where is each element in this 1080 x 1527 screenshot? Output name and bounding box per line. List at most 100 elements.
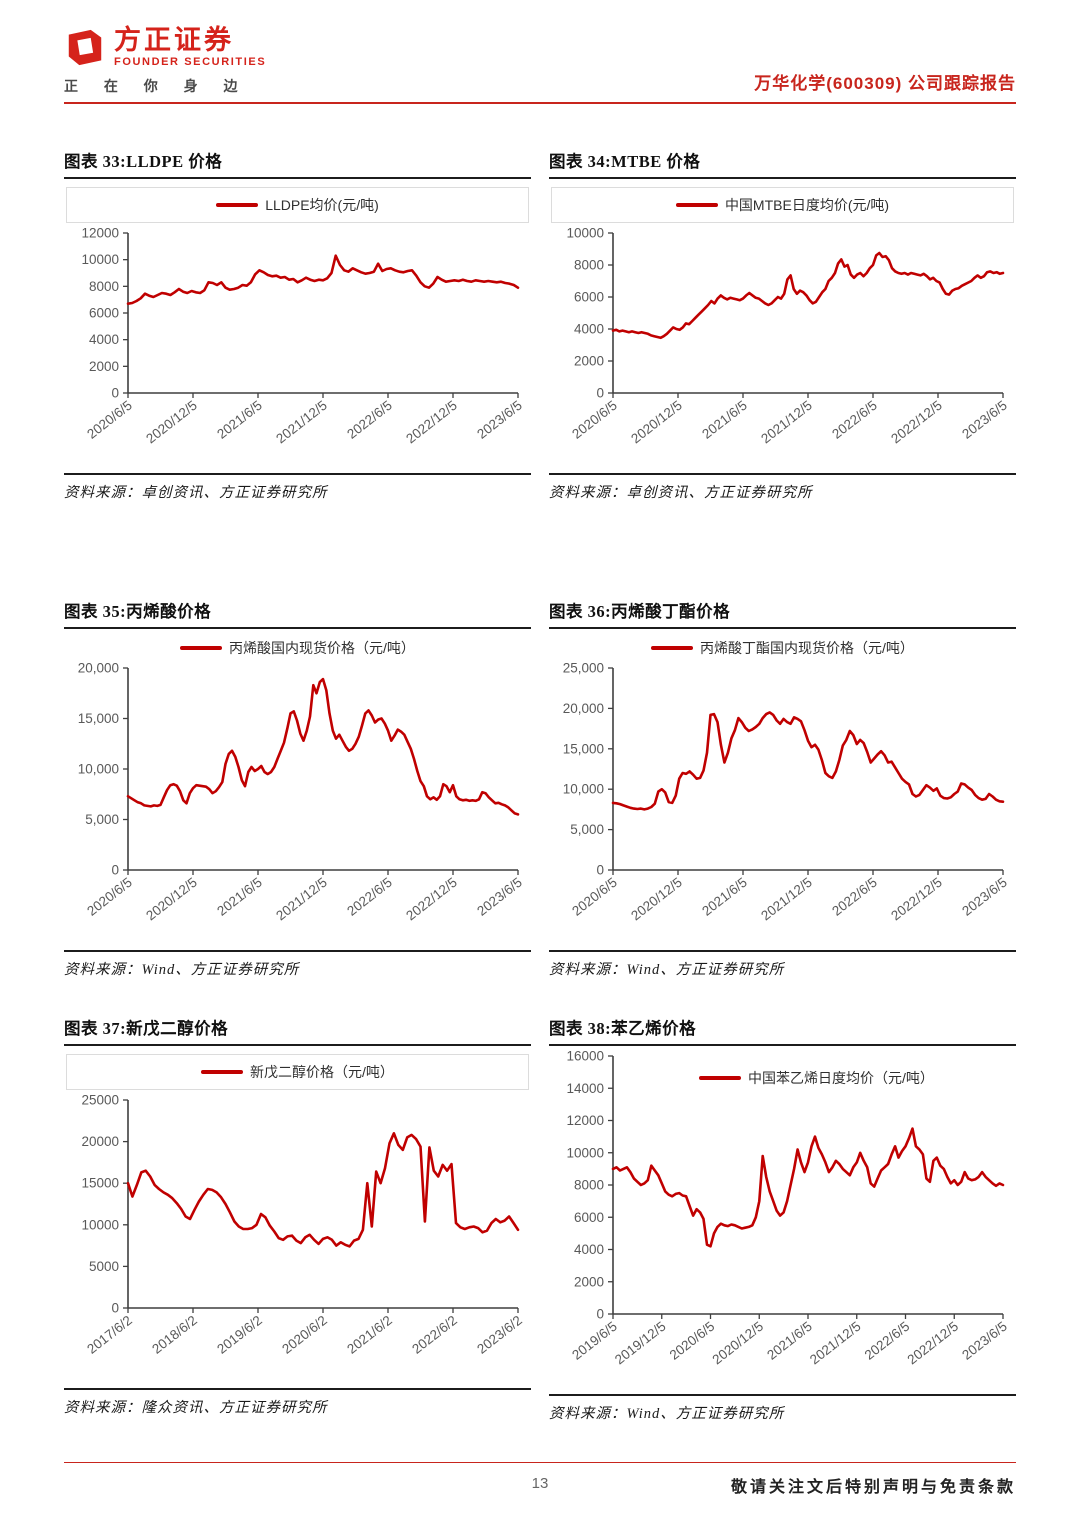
svg-text:2000: 2000: [89, 359, 119, 374]
svg-text:5000: 5000: [89, 1259, 119, 1274]
mtbe-price-line-chart: 0 2000 4000 6000 8000 10000 2020/6/5 2020/12/5 2…: [566, 226, 1010, 447]
figure-title: 图表 37:新戊二醇价格: [64, 1015, 531, 1046]
svg-text:2021/12/5: 2021/12/5: [273, 398, 330, 447]
svg-text:25,000: 25,000: [563, 661, 604, 676]
legend-label: 新戊二醇价格（元/吨）: [250, 1064, 394, 1080]
charts-section: 图表 33:LLDPE 价格 LLDPE均价(元/吨) 0 2000 4000 600…: [64, 148, 1016, 1423]
source-note: 资料来源：Wind、方正证券研究所: [549, 1394, 1016, 1423]
svg-text:2020/6/5: 2020/6/5: [569, 398, 620, 442]
svg-text:25000: 25000: [81, 1093, 119, 1108]
figure-34-mtbe-price: 图表 34:MTBE 价格 中国MTBE日度均价(元/吨) 0 2000 4000 6…: [549, 148, 1016, 502]
svg-text:2022/6/5: 2022/6/5: [829, 875, 880, 919]
brand-block: 方正证券 FOUNDER SECURITIES 正 在 你 身 边: [64, 26, 266, 96]
brand-slogan: 正 在 你 身 边: [64, 78, 249, 95]
svg-text:6000: 6000: [574, 1210, 604, 1225]
acrylic-acid-price-line-chart: 0 5,000 10,000 15,000 20,000 2020/6/5 2020/12/…: [78, 661, 525, 924]
svg-text:16000: 16000: [566, 1049, 604, 1064]
figure-35-acrylic-acid-price: 图表 35:丙烯酸价格 丙烯酸国内现货价格（元/吨） 0 5,000 10,000 1…: [64, 598, 531, 979]
svg-text:2020/6/5: 2020/6/5: [84, 398, 135, 442]
svg-text:4000: 4000: [89, 332, 119, 347]
svg-text:2021/6/5: 2021/6/5: [214, 875, 265, 919]
source-note: 资料来源：Wind、方正证券研究所: [549, 950, 1016, 979]
legend-label: 中国MTBE日度均价(元/吨): [724, 197, 890, 213]
svg-text:20000: 20000: [81, 1134, 119, 1149]
svg-text:2022/12/5: 2022/12/5: [403, 398, 460, 447]
svg-text:2023/6/5: 2023/6/5: [959, 1319, 1010, 1363]
svg-text:2023/6/5: 2023/6/5: [474, 875, 525, 919]
svg-text:2022/6/5: 2022/6/5: [344, 398, 395, 442]
svg-text:10000: 10000: [81, 252, 119, 267]
svg-text:10,000: 10,000: [78, 762, 119, 777]
figure-33-lldpe-price: 图表 33:LLDPE 价格 LLDPE均价(元/吨) 0 2000 4000 600…: [64, 148, 531, 502]
svg-text:2021/6/5: 2021/6/5: [214, 398, 265, 442]
svg-text:12000: 12000: [566, 1113, 604, 1128]
svg-text:10000: 10000: [566, 1145, 604, 1160]
legend-line-marker: [180, 645, 223, 651]
lldpe-price-line-chart: 0 2000 4000 6000 8000 10000 12000 2020/6/5 2020/…: [81, 226, 525, 447]
svg-text:2018/6/2: 2018/6/2: [149, 1313, 200, 1357]
svg-text:0: 0: [596, 386, 604, 401]
svg-text:15000: 15000: [81, 1176, 119, 1191]
svg-text:0: 0: [111, 863, 119, 878]
svg-text:2021/6/2: 2021/6/2: [344, 1313, 395, 1357]
figure-36-butyl-acrylate-price: 图表 36:丙烯酸丁酯价格 丙烯酸丁酯国内现货价格（元/吨） 0 5,000 10,…: [549, 598, 1016, 979]
svg-text:2023/6/5: 2023/6/5: [959, 398, 1010, 442]
svg-text:2021/6/5: 2021/6/5: [699, 398, 750, 442]
svg-text:2022/6/5: 2022/6/5: [829, 398, 880, 442]
svg-text:6000: 6000: [89, 306, 119, 321]
figure-title: 图表 34:MTBE 价格: [549, 148, 1016, 179]
svg-text:2020/12/5: 2020/12/5: [143, 398, 200, 447]
legend-label: LLDPE均价(元/吨): [265, 197, 379, 213]
legend-label: 丙烯酸国内现货价格（元/吨）: [229, 640, 415, 656]
report-title: 万华化学(600309) 公司跟踪报告: [754, 74, 1016, 94]
neopentyl-glycol-price-line-chart: 0 5000 10000 15000 20000 25000 2017/6/2 2018/6/…: [81, 1093, 524, 1357]
legend-label: 中国苯乙烯日度均价（元/吨）: [748, 1070, 934, 1086]
svg-text:2021/12/5: 2021/12/5: [273, 875, 330, 924]
svg-text:2020/12/5: 2020/12/5: [628, 875, 685, 924]
svg-text:4000: 4000: [574, 322, 604, 337]
figure-title: 图表 35:丙烯酸价格: [64, 598, 531, 629]
svg-text:20,000: 20,000: [78, 661, 119, 676]
figure-title: 图表 38:苯乙烯价格: [549, 1015, 1016, 1046]
figure-title: 图表 33:LLDPE 价格: [64, 148, 531, 179]
source-note: 资料来源：卓创资讯、方正证券研究所: [549, 473, 1016, 502]
legend-line-marker: [651, 645, 694, 651]
chart-legend: 中国苯乙烯日度均价（元/吨）: [699, 1068, 934, 1088]
svg-text:15,000: 15,000: [78, 711, 119, 726]
svg-text:0: 0: [111, 1301, 119, 1316]
svg-text:14000: 14000: [566, 1081, 604, 1096]
svg-text:10000: 10000: [81, 1217, 119, 1232]
svg-text:2023/6/5: 2023/6/5: [474, 398, 525, 442]
page-number: 13: [531, 1475, 549, 1492]
chart-legend: 新戊二醇价格（元/吨）: [66, 1054, 529, 1090]
svg-text:2019/12/5: 2019/12/5: [612, 1319, 669, 1368]
svg-text:12000: 12000: [81, 226, 119, 241]
source-note: 资料来源：Wind、方正证券研究所: [64, 950, 531, 979]
svg-text:2022/6/2: 2022/6/2: [409, 1313, 460, 1357]
legend-line-marker: [699, 1075, 741, 1081]
svg-text:2000: 2000: [574, 1274, 604, 1289]
svg-text:2020/6/5: 2020/6/5: [84, 875, 135, 919]
brand-name-cn: 方正证券: [114, 25, 234, 55]
svg-text:4000: 4000: [574, 1242, 604, 1257]
svg-text:2020/12/5: 2020/12/5: [628, 398, 685, 447]
svg-text:2020/6/2: 2020/6/2: [279, 1313, 330, 1357]
svg-text:2022/12/5: 2022/12/5: [905, 1319, 962, 1368]
legend-line-marker: [216, 202, 259, 208]
svg-text:2019/6/2: 2019/6/2: [214, 1313, 265, 1357]
source-note: 资料来源：隆众资讯、方正证券研究所: [64, 1388, 531, 1417]
founder-securities-logo-icon: [68, 29, 102, 66]
chart-legend: 丙烯酸国内现货价格（元/吨）: [66, 633, 529, 658]
svg-text:2021/12/5: 2021/12/5: [807, 1319, 864, 1368]
figure-37-neopentyl-glycol-price: 图表 37:新戊二醇价格 新戊二醇价格（元/吨） 0 5000 10000 15000…: [64, 1015, 531, 1423]
svg-text:0: 0: [596, 1307, 604, 1322]
svg-text:2021/6/5: 2021/6/5: [699, 875, 750, 919]
svg-text:2017/6/2: 2017/6/2: [84, 1313, 135, 1357]
svg-text:6000: 6000: [574, 290, 604, 305]
svg-text:2021/12/5: 2021/12/5: [758, 398, 815, 447]
styrene-price-line-chart: 0 2000 4000 6000 8000 10000 12000 14000 16000 201…: [566, 1049, 1010, 1368]
svg-text:10000: 10000: [566, 226, 604, 241]
legend-line-marker: [675, 202, 718, 208]
